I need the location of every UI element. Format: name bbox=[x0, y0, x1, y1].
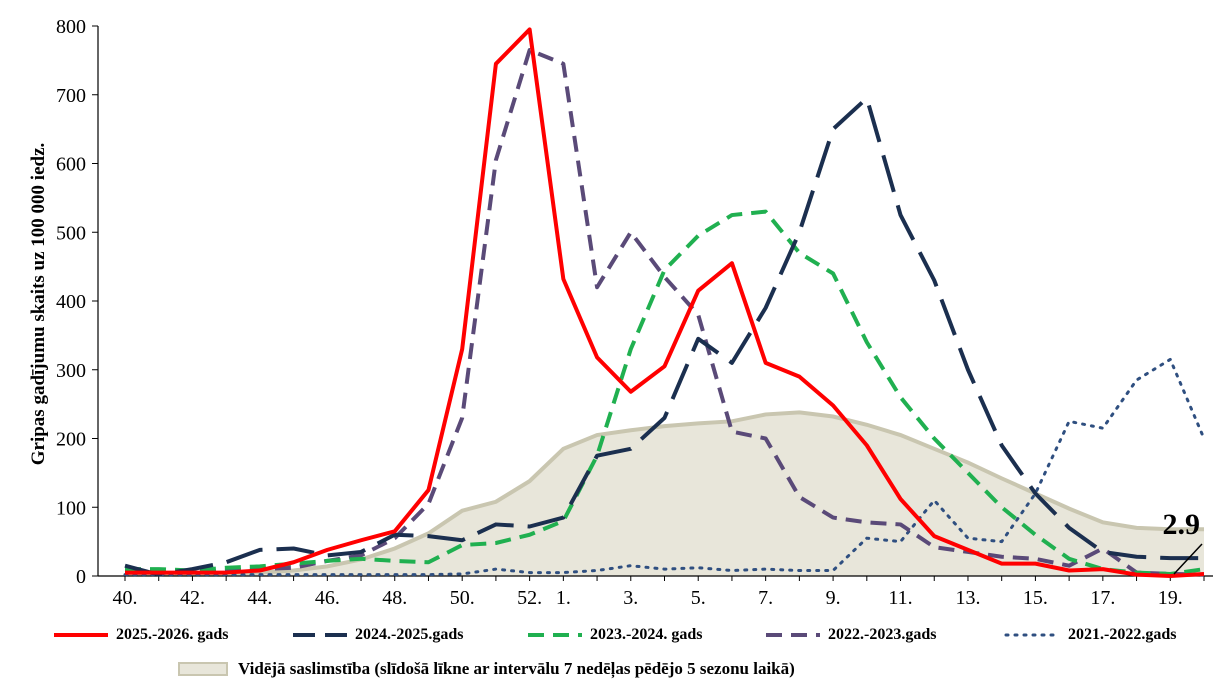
series-line-2021-2022 bbox=[123, 357, 1206, 577]
x-tick-label: 1. bbox=[556, 587, 571, 609]
series-lines bbox=[123, 27, 1206, 578]
legend-item-2021-2022: 2021.-2022.gads bbox=[1004, 622, 1176, 648]
legend-label-2023-2024: 2023.-2024. gads bbox=[590, 626, 703, 643]
legend-item-2023-2024: 2023.-2024. gads bbox=[526, 622, 702, 648]
y-tick-label: 100 bbox=[56, 497, 86, 519]
x-tick-label: 48. bbox=[382, 587, 407, 609]
x-tick-label: 13. bbox=[955, 587, 980, 609]
average-area-layer bbox=[124, 410, 1204, 576]
y-tick-label: 600 bbox=[56, 154, 86, 176]
series-line-2023-2024 bbox=[125, 209, 1205, 576]
annotation-pointer bbox=[1173, 543, 1203, 575]
x-tick-label: 15. bbox=[1023, 587, 1048, 609]
legend-item-2024-2025: 2024.-2025.gads bbox=[291, 622, 463, 648]
legend-item-average: Vidējā saslimstība (slīdošā līkne ar int… bbox=[178, 656, 795, 682]
x-tick-label: 42. bbox=[180, 587, 205, 609]
x-tick-label: 19. bbox=[1158, 587, 1183, 609]
series-line-2025-2026 bbox=[125, 27, 1205, 578]
legend-label-2021-2022: 2021.-2022.gads bbox=[1068, 626, 1177, 643]
legend-swatch-2022-2023 bbox=[766, 633, 820, 637]
series-line-2024-2025 bbox=[124, 96, 1204, 577]
x-tick-label: 40. bbox=[113, 587, 138, 609]
flu-incidence-line-chart: 0 100 200 300 400 500 600 700 800 40. 42. 44. 46. 48.… bbox=[28, 16, 1213, 609]
legend-swatch-2024-2025 bbox=[293, 633, 347, 637]
annotation: 2.9 bbox=[1163, 508, 1203, 575]
legend-item-2025-2026: 2025.-2026. gads bbox=[52, 622, 228, 648]
y-tick-label: 400 bbox=[56, 291, 86, 313]
x-tick-label: 46. bbox=[315, 587, 340, 609]
x-tick-label: 9. bbox=[826, 587, 841, 609]
legend-label-2024-2025: 2024.-2025.gads bbox=[355, 626, 464, 643]
x-tick-label: 17. bbox=[1090, 587, 1115, 609]
x-tick-label: 44. bbox=[247, 587, 272, 609]
legend-label-2022-2023: 2022.-2023.gads bbox=[828, 626, 937, 643]
x-tick-label: 3. bbox=[623, 587, 638, 609]
y-tick-label: 500 bbox=[56, 222, 86, 244]
y-tick-label: 200 bbox=[56, 429, 86, 451]
x-tick-label: 5. bbox=[691, 587, 706, 609]
x-tick-label: 50. bbox=[450, 587, 475, 609]
x-tick-label: 11. bbox=[888, 587, 912, 609]
average-area-edge bbox=[124, 410, 1204, 576]
x-tick-label: 7. bbox=[758, 587, 773, 609]
x-tick-label: 52. bbox=[517, 587, 542, 609]
legend-item-2022-2023: 2022.-2023.gads bbox=[764, 622, 936, 648]
series-line-2022-2023 bbox=[125, 48, 1205, 577]
annotation-label: 2.9 bbox=[1163, 508, 1201, 541]
legend-label-average: Vidējā saslimstība (slīdošā līkne ar int… bbox=[238, 659, 795, 678]
y-tick-label: 0 bbox=[76, 566, 86, 588]
legend-swatch-2025-2026 bbox=[54, 633, 108, 637]
legend-label-2025-2026: 2025.-2026. gads bbox=[116, 626, 229, 643]
y-tick-label: 800 bbox=[56, 16, 86, 38]
axes: 0 100 200 300 400 500 600 700 800 40. 42. 44. 46. 48.… bbox=[56, 16, 1213, 609]
legend-swatch-2021-2022 bbox=[1004, 633, 1062, 637]
legend: 2025.-2026. gads 2024.-2025.gads 2023.-202… bbox=[0, 622, 1229, 652]
average-swatch bbox=[178, 662, 228, 676]
legend-swatch-2023-2024 bbox=[528, 633, 582, 637]
y-tick-label: 700 bbox=[56, 85, 86, 107]
y-tick-label: 300 bbox=[56, 360, 86, 382]
y-axis-label: Gripas gadījumu skaits uz 100 000 iedz. bbox=[28, 143, 49, 466]
legend-average: Vidējā saslimstība (slīdošā līkne ar int… bbox=[0, 656, 1229, 684]
average-area bbox=[125, 412, 1204, 576]
